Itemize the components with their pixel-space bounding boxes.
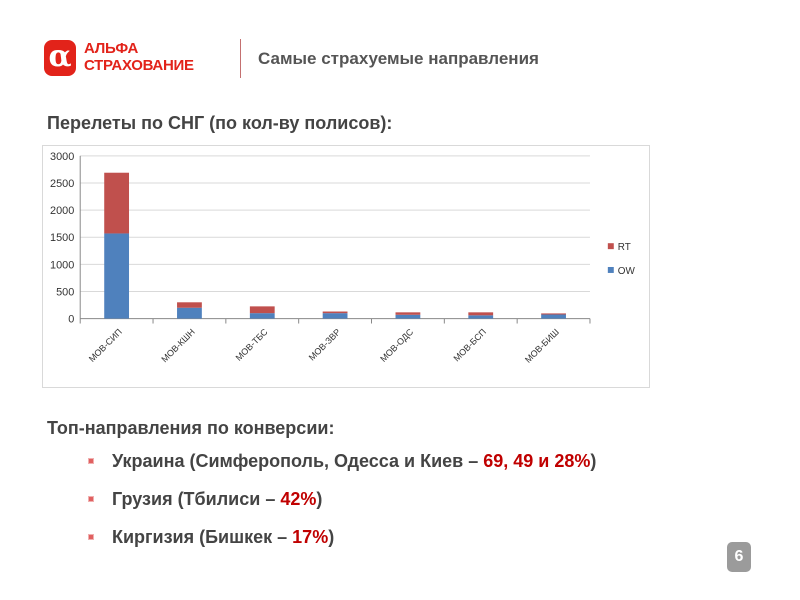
y-tick-label: 500 — [56, 286, 74, 298]
bar-rt — [322, 311, 348, 314]
header-divider — [240, 39, 241, 78]
item-highlight: 17% — [292, 527, 329, 547]
x-tick-label: МОВ-БСП — [451, 327, 488, 364]
item-text: Грузия (Тбилиси – — [112, 489, 281, 509]
section-title-flights: Перелеты по СНГ (по кол-ву полисов): — [47, 113, 393, 133]
item-highlight: 69, 49 и 28% — [483, 451, 591, 471]
x-tick-label: МОВ-ОДС — [378, 326, 415, 363]
y-tick-label: 1500 — [50, 232, 74, 244]
y-tick-label: 0 — [68, 314, 74, 326]
bullet-icon — [88, 534, 94, 540]
legend-swatch — [607, 243, 614, 250]
bar-rt — [395, 312, 421, 315]
x-tick-label: МОВ-ТБС — [234, 326, 270, 362]
bar-rt — [468, 312, 494, 316]
legend-label: OW — [618, 266, 636, 277]
stacked-bar-chart: 0 500 1000 1500 2000 2500 3000 МОВ-СИП МОВ-КШН МО… — [42, 145, 650, 388]
bar-rt — [104, 172, 130, 234]
item-highlight: 42% — [280, 489, 317, 509]
bar-ow — [468, 315, 494, 319]
x-tick-label: МОВ-СИП — [87, 327, 124, 364]
y-tick-label: 2500 — [50, 178, 74, 190]
x-tick-label: МОВ-ЗВР — [307, 327, 343, 363]
bar-rt — [249, 306, 275, 314]
bar-ow — [249, 313, 275, 319]
y-tick-label: 1000 — [50, 259, 74, 271]
x-tick-label: МОВ-БИШ — [523, 327, 561, 365]
conversion-list: Украина (Симферополь, Одесса и Киев – 69… — [84, 448, 704, 562]
page-title: Самые страхуемые направления — [258, 49, 539, 68]
bullet-icon — [88, 496, 94, 502]
item-end: ) — [316, 489, 323, 509]
bar-ow — [177, 307, 202, 319]
item-end: ) — [328, 527, 335, 547]
bar-ow — [541, 314, 566, 319]
bar-rt — [177, 302, 202, 308]
legend-swatch — [607, 266, 614, 273]
list-item: Грузия (Тбилиси – 42%) — [84, 486, 704, 513]
item-text: Киргизия (Бишкек – — [112, 527, 293, 547]
logo-line2: СТРАХОВАНИЕ — [84, 57, 194, 74]
legend-label: RT — [618, 242, 631, 253]
item-text: Украина (Симферополь, Одесса и Киев – — [112, 451, 484, 471]
bar-ow — [104, 233, 130, 319]
logo-line1: АЛЬФА — [84, 40, 139, 57]
page-number: 6 — [727, 542, 751, 572]
item-end: ) — [590, 451, 597, 471]
list-item: Украина (Симферополь, Одесса и Киев – 69… — [84, 448, 704, 475]
logo-text: АЛЬФА СТРАХОВАНИЕ — [84, 40, 194, 74]
section-title-conversion: Топ-направления по конверсии: — [47, 418, 335, 438]
y-tick-label: 3000 — [50, 151, 74, 163]
x-tick-label: МОВ-КШН — [159, 327, 197, 365]
y-tick-label: 2000 — [50, 205, 74, 217]
alfa-logo-icon: α — [44, 40, 76, 76]
bar-ow — [395, 314, 421, 319]
bar-ow — [322, 313, 348, 319]
bullet-icon — [88, 458, 94, 464]
list-item: Киргизия (Бишкек – 17%) — [84, 524, 704, 551]
bar-rt — [541, 313, 566, 315]
